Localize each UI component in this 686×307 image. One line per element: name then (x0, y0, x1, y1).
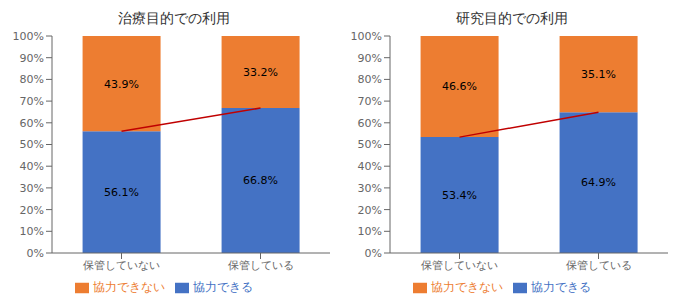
svg-text:100%: 100% (13, 30, 44, 43)
html-text:治療目的での利用: 治療目的での利用 (118, 10, 230, 26)
svg-text:50%: 50% (358, 138, 382, 151)
svg-text:保管していない: 保管していない (83, 259, 160, 272)
svg-text:46.6%: 46.6% (442, 80, 477, 93)
svg-text:20%: 20% (358, 204, 382, 217)
svg-text:70%: 70% (20, 95, 44, 108)
svg-text:40%: 40% (358, 160, 382, 173)
svg-text:保管している: 保管している (228, 259, 294, 272)
svg-text:56.1%: 56.1% (104, 186, 139, 199)
html-text:研究目的での利用: 研究目的での利用 (456, 10, 568, 26)
svg-text:0%: 0% (27, 247, 44, 260)
svg-text:80%: 80% (358, 73, 382, 86)
svg-text:60%: 60% (358, 117, 382, 130)
svg-text:10%: 10% (20, 225, 44, 238)
svg-text:10%: 10% (358, 225, 382, 238)
svg-text:30%: 30% (20, 182, 44, 195)
html-text:協力できない: 協力できない (93, 280, 165, 294)
svg-text:30%: 30% (358, 182, 382, 195)
svg-text:90%: 90% (358, 52, 382, 65)
svg-text:保管している: 保管している (566, 259, 632, 272)
svg-text:33.2%: 33.2% (243, 66, 278, 79)
html-text:協力できる: 協力できる (531, 280, 591, 294)
svg-text:保管していない: 保管していない (421, 259, 498, 272)
svg-text:70%: 70% (358, 95, 382, 108)
svg-text:64.9%: 64.9% (581, 176, 616, 189)
svg-text:0%: 0% (365, 247, 382, 260)
svg-text:35.1%: 35.1% (581, 68, 616, 81)
svg-text:66.8%: 66.8% (243, 174, 278, 187)
svg-text:60%: 60% (20, 117, 44, 130)
html-text:協力できない: 協力できない (431, 280, 503, 294)
svg-text:43.9%: 43.9% (104, 78, 139, 91)
svg-text:100%: 100% (351, 30, 382, 43)
svg-text:90%: 90% (20, 52, 44, 65)
svg-text:80%: 80% (20, 73, 44, 86)
svg-text:50%: 50% (20, 138, 44, 151)
svg-text:40%: 40% (20, 160, 44, 173)
svg-text:53.4%: 53.4% (442, 189, 477, 202)
html-text:協力できる: 協力できる (193, 280, 253, 294)
svg-text:20%: 20% (20, 204, 44, 217)
